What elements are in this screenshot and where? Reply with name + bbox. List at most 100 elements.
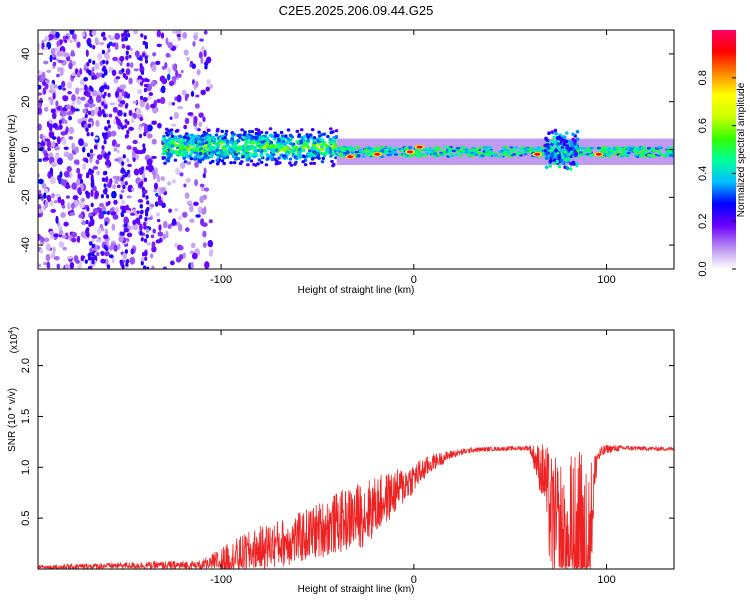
spectrogram-noise-cell [202,116,206,123]
spectrogram-band-cell [279,148,283,152]
spectrogram-streak-cell [104,132,108,137]
spectrogram-streak-cell [89,215,94,221]
spectrogram-noise-cell [38,189,42,195]
spectrogram-narrowband-cell [372,147,377,150]
spectrogram-noise-cell [89,153,94,160]
spectrogram-narrowband-cell [449,152,454,156]
spectrogram-streak-cell [88,168,92,173]
spectrogram-noise-cell [193,201,199,206]
colorbar-tick-label: 0.4 [697,166,709,181]
spectrogram-noise-cell [141,172,146,180]
spectrogram-streak-cell [120,33,125,38]
spectrogram-noise-cell [139,223,143,231]
spectrogram-streak-cell [126,120,130,126]
spectrogram-narrowband-cell [606,152,611,156]
spectrogram-noise-cell [133,30,139,35]
spectrogram-noise-cell [38,204,42,211]
spectrogram-streak-cell [103,183,107,188]
spectrogram-narrowband-cell [493,152,498,155]
spectrogram-narrowband-cell [367,154,372,157]
spectrogram-burst-cell [548,164,553,168]
spectrogram-streak-cell [123,32,127,37]
spectrogram-noise-cell [49,54,53,63]
spectrogram-narrowband-cell [389,151,394,155]
spectrogram-noise-cell [64,129,69,135]
spectrogram-narrowband-cell [588,154,593,157]
spectrogram-streak-cell [85,219,89,225]
spectrogram-noise-cell [171,179,176,184]
spectrogram-streak-cell [121,161,125,166]
spectrogram-band-cell [203,144,208,148]
spectrogram-noise-cell [150,103,156,109]
spectrogram-noise-cell [49,230,55,236]
spectrogram-noise-cell [77,187,82,195]
spectrogram-streak-cell [124,124,128,129]
spectrogram-noise-cell [136,88,143,95]
spectrogram-band-cell [233,143,237,147]
spectrogram-noise-cell [128,54,132,59]
spectrogram-band-cell [195,147,200,151]
spectrogram-noise-cell [160,187,167,193]
spectrogram-streak-cell [139,231,143,236]
spectrogram-noise-cell [74,108,80,112]
spectrogram-hotspot [595,152,602,156]
spectrogram-narrowband-cell [419,152,424,156]
spectrogram-noise-cell [123,216,130,225]
spectrogram-band-cell [278,161,282,165]
spectrogram-noise-cell [58,124,63,130]
spectrogram-band-cell [259,154,264,158]
spectrogram-band-cell [316,153,321,157]
spectrogram-noise-cell [56,73,60,78]
spectrogram-streak-cell [143,177,147,182]
spectrogram-streak-cell [101,109,105,114]
spectrogram-panel: -100 0 100 40 20 0 -20 -40 Height of straight … [7,29,675,296]
spectrogram-band-cell [257,158,262,162]
spectrogram-narrowband-cell [383,152,388,155]
spectrogram-noise-cell [111,223,116,231]
spectrogram-noise-cell [173,112,180,119]
spectrogram-noise-cell [68,62,73,70]
spectrogram-noise-cell [40,72,46,81]
spectrogram-noise-cell [82,142,89,148]
spectrogram-noise-cell [150,80,156,87]
spectrogram-streak-cell [143,87,147,93]
spectrogram-band-cell [170,134,175,138]
spectrogram-band-cell [212,138,216,142]
spectrogram-narrowband-cell [484,146,489,149]
spectrogram-noise-cell [100,258,106,264]
spectrogram-noise-cell [91,30,97,37]
spectrogram-noise-cell [167,181,171,186]
spectrogram-noise-cell [44,138,50,142]
spectrogram-streak-cell [102,189,106,194]
spectrogram-noise-cell [161,202,166,209]
spectrogram-noise-cell [79,79,85,86]
spectrogram-narrowband-cell [447,147,452,150]
spectrogram-noise-cell [92,186,97,192]
spectrogram-narrowband-cell [503,148,508,151]
spectrogram-narrowband-cell [476,151,481,154]
spectrogram-narrowband-cell [478,146,483,149]
spectrogram-noise-cell [147,164,154,173]
spectrogram-noise-cell [117,243,121,250]
spectrogram-narrowband-cell [364,148,369,151]
spectrogram-band-cell [208,141,212,145]
spectrogram-narrowband-cell [459,151,464,154]
spectrogram-streak-cell [126,129,130,135]
spectrogram-band-cell [215,162,220,166]
spectrogram-band-cell [322,132,327,136]
spectrogram-burst-cell [545,143,549,148]
spectrogram-streak-cell [91,75,95,80]
spectrogram-noise-cell [96,154,103,160]
spectrogram-burst-cell [561,138,565,143]
spectrogram-noise-cell [121,43,126,49]
spectrogram-burst-cell [568,167,573,171]
spectrogram-streak-cell [125,50,129,55]
spectrogram-noise-cell [151,120,157,125]
spectrogram-noise-cell [198,51,203,59]
spectrogram-noise-cell [94,190,99,199]
spectrogram-band-cell [236,133,240,138]
spectrogram-band-cell [246,145,251,149]
spectrogram-streak-cell [104,221,108,226]
spectrogram-streak-cell [88,222,92,228]
spectrogram-noise-cell [122,252,128,260]
